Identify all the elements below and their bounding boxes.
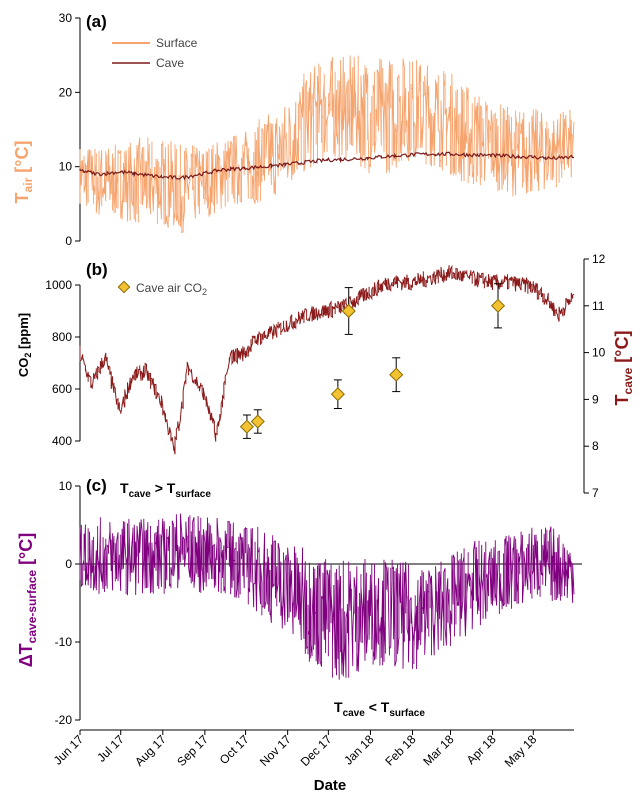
panel-b-right-tick-label: 8 xyxy=(592,439,599,453)
cave-temperature-line-b xyxy=(79,264,575,455)
panel-a-y-tick-label: 20 xyxy=(59,85,73,99)
panel-b-label: (b) xyxy=(86,260,108,279)
panel-b-right-tick-label: 9 xyxy=(592,392,599,406)
co2-point xyxy=(250,414,265,429)
cave-temperature-line xyxy=(79,151,575,181)
panel-c-y-tick-label: -20 xyxy=(55,713,73,727)
surface-temperature-line xyxy=(79,55,575,234)
legend-surface-label: Surface xyxy=(156,36,198,50)
panel-b-right-tick-label: 7 xyxy=(592,486,599,500)
panel-c-y-tick-label: 10 xyxy=(59,479,73,493)
annotation-cave-gt-surface: Tcave > Tsurface xyxy=(120,480,211,500)
panel-b-right-tick-label: 12 xyxy=(592,252,606,266)
panel-b-y-tick-label: 400 xyxy=(52,434,72,448)
panel-a-y-tick-label: 30 xyxy=(59,11,73,25)
delta-temperature-line xyxy=(79,513,575,680)
panel-b-y-tick-label: 800 xyxy=(52,330,72,344)
legend-co2-label: Cave air CO2 xyxy=(136,281,207,297)
co2-point xyxy=(239,419,254,434)
co2-point xyxy=(330,387,345,402)
panel-a-ylabel: Tair [°C] xyxy=(12,141,35,204)
co2-point xyxy=(490,298,506,313)
panel-b-y-tick-label: 600 xyxy=(52,382,72,396)
annotation-cave-lt-surface: Tcave < Tsurface xyxy=(334,699,425,719)
legend-cave-label: Cave xyxy=(156,56,184,70)
x-axis-label: Date xyxy=(314,777,347,793)
panel-c-ylabel: ΔTcave-surface [°C] xyxy=(16,533,39,668)
co2-point xyxy=(389,367,404,382)
panel-c-label: (c) xyxy=(86,476,107,495)
panel-a-y-tick-label: 0 xyxy=(65,234,72,248)
panel-b: 400 600 800 1000 7 8 9 10 11 12 xyxy=(45,252,605,500)
panel-b-ylabel-left: CO2 [ppm] xyxy=(16,313,33,377)
panel-a: 0 10 20 30 xyxy=(59,11,575,248)
panel-c-y-tick-label: 0 xyxy=(65,557,72,571)
legend-co2-swatch xyxy=(117,280,131,294)
panel-b-y-tick-label: 1000 xyxy=(45,278,72,292)
panel-a-label: (a) xyxy=(86,12,107,31)
panel-b-ylabel-right: Tcave [°C] xyxy=(612,331,635,406)
panel-a-y-tick-label: 10 xyxy=(59,160,73,174)
panel-c: -20 -10 0 10 xyxy=(55,479,582,727)
panel-b-right-tick-label: 11 xyxy=(592,299,605,313)
panel-b-right-tick-label: 10 xyxy=(592,346,606,360)
co2-point xyxy=(341,303,356,319)
panel-c-y-tick-label: -10 xyxy=(55,635,73,649)
